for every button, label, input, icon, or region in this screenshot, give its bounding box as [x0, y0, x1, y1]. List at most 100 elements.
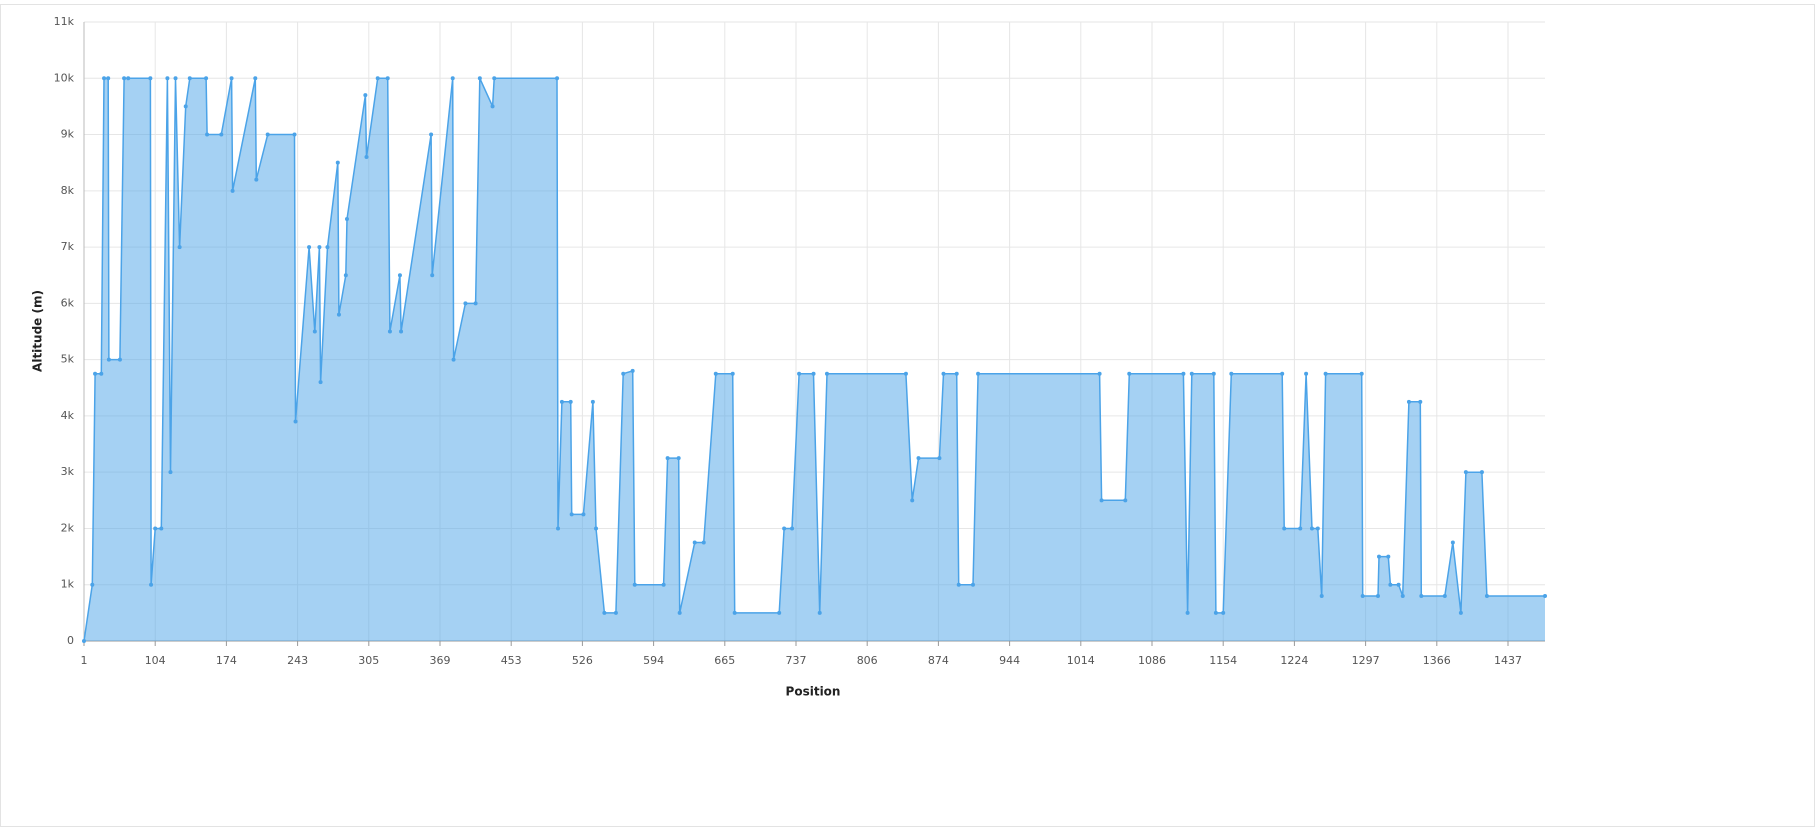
- y-tick-label: 2k: [61, 521, 75, 534]
- point: [399, 329, 404, 334]
- x-tick-label: 594: [643, 654, 664, 667]
- x-tick-label: 944: [999, 654, 1020, 667]
- x-tick-label: 104: [145, 654, 166, 667]
- point: [375, 76, 380, 81]
- point: [954, 371, 959, 376]
- point: [701, 540, 706, 545]
- point: [1304, 371, 1309, 376]
- point: [230, 188, 235, 193]
- point: [903, 371, 908, 376]
- point: [430, 273, 435, 278]
- point: [307, 245, 312, 250]
- x-tick-label: 305: [358, 654, 379, 667]
- point: [581, 512, 586, 517]
- point: [450, 76, 455, 81]
- point: [173, 76, 178, 81]
- x-tick-label: 806: [857, 654, 878, 667]
- point: [106, 76, 111, 81]
- y-tick-label: 0: [67, 634, 74, 647]
- point: [661, 582, 666, 587]
- x-tick-label: 874: [928, 654, 949, 667]
- y-tick-label: 3k: [61, 465, 75, 478]
- point: [177, 245, 182, 250]
- point: [676, 456, 681, 461]
- point: [490, 104, 495, 109]
- x-tick-label: 243: [287, 654, 308, 667]
- point: [613, 610, 618, 615]
- x-tick-label: 1437: [1494, 654, 1522, 667]
- y-axis-title: Altitude (m): [31, 290, 45, 372]
- point: [99, 371, 104, 376]
- point: [1442, 593, 1447, 598]
- point: [1418, 399, 1423, 404]
- point: [90, 582, 95, 587]
- y-tick-label: 10k: [54, 71, 75, 84]
- point: [1375, 593, 1380, 598]
- point: [916, 456, 921, 461]
- point: [397, 273, 402, 278]
- point: [555, 76, 560, 81]
- point: [219, 132, 224, 137]
- point: [149, 582, 154, 587]
- x-axis-title: Position: [786, 685, 841, 699]
- point: [122, 76, 127, 81]
- point: [1097, 371, 1102, 376]
- point: [336, 312, 341, 317]
- point: [777, 610, 782, 615]
- point: [602, 610, 607, 615]
- point: [824, 371, 829, 376]
- point: [1377, 554, 1382, 559]
- point: [254, 177, 259, 182]
- point: [1229, 371, 1234, 376]
- point: [1127, 371, 1132, 376]
- point: [126, 76, 131, 81]
- point: [630, 368, 635, 373]
- point: [106, 357, 111, 362]
- point: [556, 526, 561, 531]
- point: [93, 371, 98, 376]
- point: [292, 132, 297, 137]
- x-tick-label: 737: [786, 654, 807, 667]
- point: [492, 76, 497, 81]
- point: [782, 526, 787, 531]
- point: [229, 76, 234, 81]
- y-tick-label: 11k: [54, 15, 75, 28]
- y-tick-label: 8k: [61, 184, 75, 197]
- point: [387, 329, 392, 334]
- x-tick-label: 1014: [1067, 654, 1095, 667]
- area-line: [83, 77, 1545, 642]
- point: [1282, 526, 1287, 531]
- point: [665, 456, 670, 461]
- point: [621, 371, 626, 376]
- point: [1388, 582, 1393, 587]
- point: [1211, 371, 1216, 376]
- point: [937, 456, 942, 461]
- point: [165, 76, 170, 81]
- point: [1484, 593, 1489, 598]
- point: [117, 357, 122, 362]
- point: [732, 610, 737, 615]
- point: [463, 301, 468, 306]
- point: [1406, 399, 1411, 404]
- point: [1213, 610, 1218, 615]
- point: [956, 582, 961, 587]
- point: [1185, 610, 1190, 615]
- point: [1309, 526, 1314, 531]
- point: [910, 498, 915, 503]
- point: [1359, 371, 1364, 376]
- point: [1458, 610, 1463, 615]
- point: [713, 371, 718, 376]
- point: [817, 610, 822, 615]
- point: [1419, 593, 1424, 598]
- point: [811, 371, 816, 376]
- x-tick-label: 1366: [1423, 654, 1451, 667]
- point: [1386, 554, 1391, 559]
- point: [692, 540, 697, 545]
- point: [632, 582, 637, 587]
- area-fill: [84, 78, 1545, 642]
- point: [1221, 610, 1226, 615]
- point: [941, 371, 946, 376]
- point: [265, 132, 270, 137]
- point: [335, 160, 340, 165]
- point: [1450, 540, 1455, 545]
